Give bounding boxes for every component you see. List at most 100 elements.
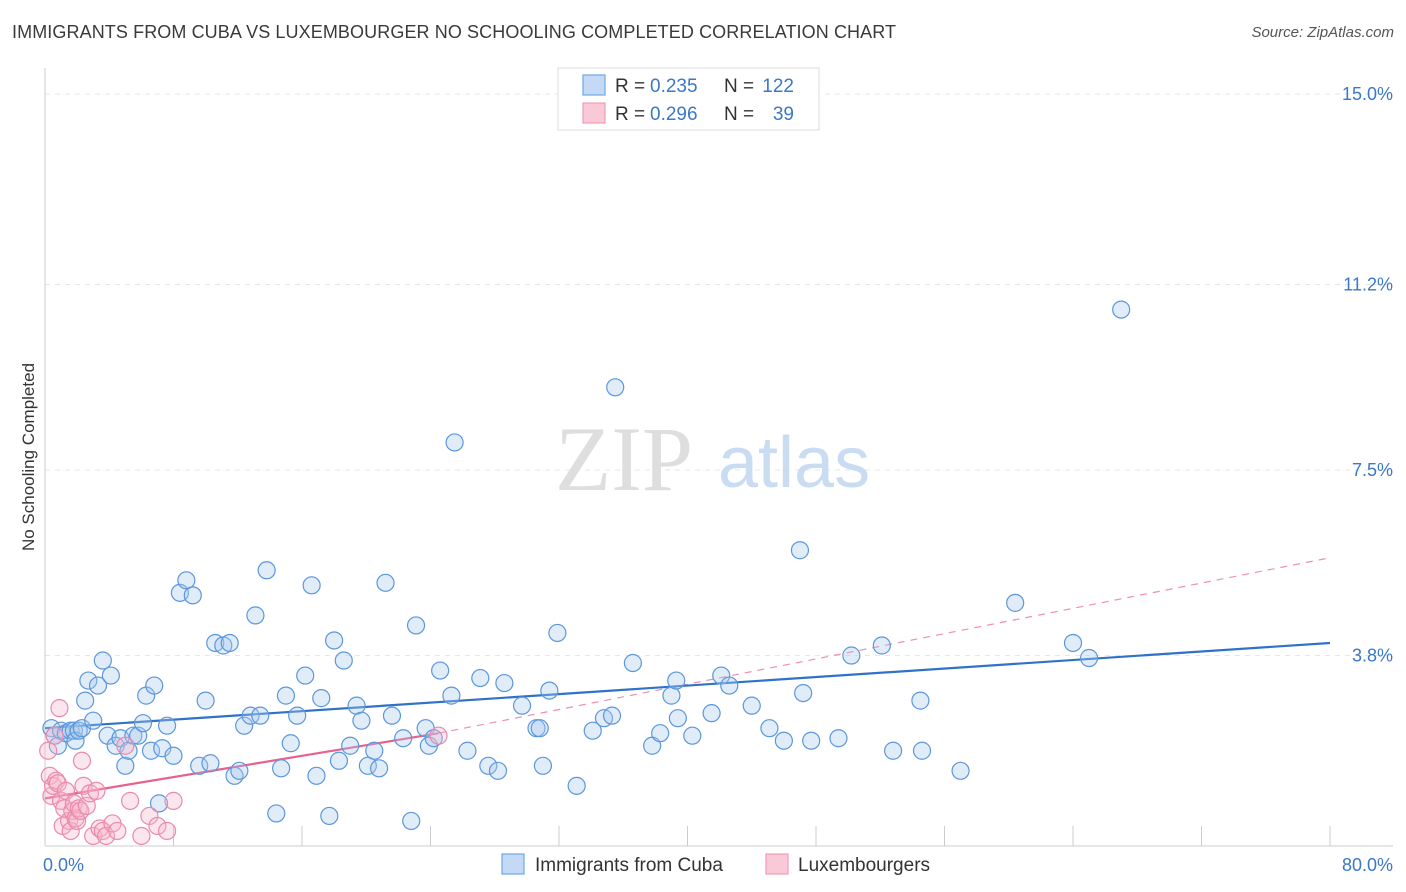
cuba-point-114 xyxy=(606,378,625,397)
stats-r-label-2: R = xyxy=(615,104,645,125)
cuba-point-98 xyxy=(702,704,721,723)
cuba-point-43 xyxy=(241,706,260,725)
y-tick-labels: 3.8% 7.5% 11.2% 15.0% xyxy=(1342,84,1393,665)
bottom-legend-swatch-blue xyxy=(501,853,525,875)
cuba-point-44 xyxy=(246,606,265,625)
watermark-zip: ZIP xyxy=(555,408,693,510)
cuba-point-67 xyxy=(382,706,402,725)
cuba-point-112 xyxy=(951,761,970,780)
cuba-point-55 xyxy=(312,689,331,708)
x-tick-label-min: 0.0% xyxy=(43,855,84,875)
cuba-point-46 xyxy=(257,561,276,580)
luxembourgers-point-0 xyxy=(39,741,58,760)
cuba-point-79 xyxy=(488,761,508,780)
cuba-point-65 xyxy=(370,759,389,778)
cuba-point-51 xyxy=(288,706,307,725)
cuba-point-80 xyxy=(495,673,514,693)
cuba-point-103 xyxy=(774,731,793,750)
watermark-atlas: atlas xyxy=(718,423,870,503)
cuba-point-116 xyxy=(1006,593,1025,612)
cuba-point-13 xyxy=(88,676,108,695)
luxembourgers-point-25 xyxy=(87,781,106,800)
bottom-legend-label-cuba: Immigrants from Cuba xyxy=(535,855,723,876)
cuba-point-111 xyxy=(911,691,930,710)
cuba-point-88 xyxy=(583,721,602,740)
cuba-point-16 xyxy=(101,666,120,685)
cuba-point-93 xyxy=(651,724,670,743)
cuba-point-96 xyxy=(668,709,687,728)
stats-n-label-2: N = xyxy=(724,104,754,125)
cuba-point-91 xyxy=(623,653,642,673)
stats-r-label-1: R = xyxy=(615,76,645,97)
cuba-point-12 xyxy=(84,711,103,730)
cuba-point-75 xyxy=(442,686,461,705)
luxembourgers-point-7 xyxy=(50,699,69,718)
cuba-point-40 xyxy=(225,766,244,785)
cuba-point-34 xyxy=(190,756,209,775)
gridlines xyxy=(45,93,1393,657)
cuba-point-27 xyxy=(149,794,169,813)
cuba-point-74 xyxy=(431,661,450,680)
stats-legend: R = 0.235 N = 122 R = 0.296 N = 39 xyxy=(557,67,820,131)
cuba-point-85 xyxy=(540,681,559,700)
cuba-point-25 xyxy=(141,741,161,760)
cuba-point-69 xyxy=(402,811,421,831)
cuba-point-107 xyxy=(842,646,861,665)
cuba-point-87 xyxy=(567,776,586,795)
trend-line-luxembourgers-extension xyxy=(438,557,1331,734)
cuba-point-48 xyxy=(272,759,291,778)
stats-n-label-1: N = xyxy=(724,76,754,97)
cuba-point-109 xyxy=(883,741,903,760)
cuba-point-115 xyxy=(790,541,810,560)
y-tick-label-3: 15.0% xyxy=(1342,84,1393,104)
cuba-point-73 xyxy=(424,729,443,748)
luxembourgers-point-32 xyxy=(121,791,140,810)
y-axis-title: No Schooling Completed xyxy=(19,363,38,551)
luxembourgers-point-37 xyxy=(164,791,183,810)
cuba-point-50 xyxy=(281,734,300,753)
cuba-point-30 xyxy=(164,746,183,765)
cuba-point-62 xyxy=(352,711,371,730)
cuba-point-78 xyxy=(479,756,498,775)
cuba-point-102 xyxy=(760,719,779,738)
luxembourgers-point-31 xyxy=(116,736,135,755)
stats-r-value-1: 0.235 xyxy=(650,76,698,97)
cuba-point-26 xyxy=(145,676,164,695)
cuba-point-41 xyxy=(230,761,249,780)
cuba-point-56 xyxy=(320,806,339,826)
cuba-point-76 xyxy=(458,741,477,760)
trend-line-luxembourgers xyxy=(44,732,439,800)
cuba-point-49 xyxy=(276,686,296,705)
cuba-point-36 xyxy=(201,754,220,773)
watermark: ZIP atlas xyxy=(555,408,870,510)
stats-legend-swatch-pink xyxy=(582,102,606,124)
cuba-point-106 xyxy=(829,729,848,748)
luxembourgers-point-4 xyxy=(45,726,64,745)
cuba-point-19 xyxy=(116,756,135,775)
bottom-legend-label-luxembourgers: Luxembourgers xyxy=(798,855,930,876)
cuba-point-104 xyxy=(794,684,813,703)
y-tick-label-0: 3.8% xyxy=(1352,646,1393,666)
cuba-point-117 xyxy=(1063,633,1083,653)
cuba-point-119 xyxy=(1112,300,1131,319)
cuba-point-70 xyxy=(406,616,426,635)
cuba-point-83 xyxy=(530,719,549,738)
cuba-point-29 xyxy=(157,716,177,735)
stats-n-value-2: 39 xyxy=(773,104,794,125)
y-tick-label-2: 11.2% xyxy=(1343,275,1393,295)
cuba-point-94 xyxy=(662,686,681,705)
chart-title: IMMIGRANTS FROM CUBA VS LUXEMBOURGER NO … xyxy=(12,22,897,42)
cuba-point-14 xyxy=(93,651,112,670)
cuba-point-101 xyxy=(742,696,761,715)
cuba-point-77 xyxy=(471,668,490,688)
cuba-point-39 xyxy=(220,633,239,653)
cuba-point-59 xyxy=(334,651,353,670)
cuba-point-53 xyxy=(302,576,321,595)
luxembourgers-point-30 xyxy=(108,821,127,841)
luxembourgers-point-36 xyxy=(157,821,177,841)
cuba-point-113 xyxy=(445,433,464,452)
cuba-point-42 xyxy=(235,716,254,735)
cuba-point-66 xyxy=(376,573,395,592)
bottom-legend-swatch-pink xyxy=(765,853,789,875)
cuba-point-64 xyxy=(365,741,384,760)
